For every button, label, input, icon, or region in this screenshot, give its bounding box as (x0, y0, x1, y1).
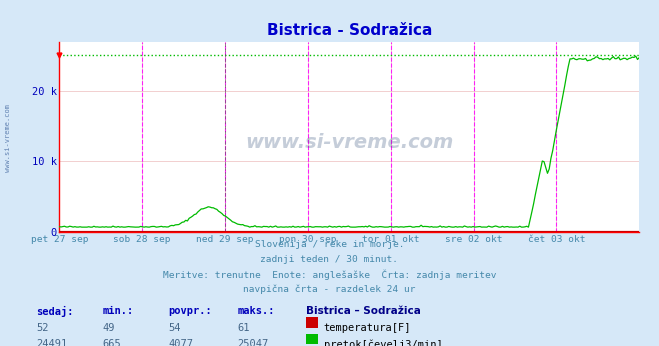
Text: www.si-vreme.com: www.si-vreme.com (5, 104, 11, 172)
Text: zadnji teden / 30 minut.: zadnji teden / 30 minut. (260, 255, 399, 264)
Text: 665: 665 (102, 339, 121, 346)
Text: www.si-vreme.com: www.si-vreme.com (245, 133, 453, 152)
Text: povpr.:: povpr.: (168, 306, 212, 316)
Text: 54: 54 (168, 323, 181, 333)
Text: 4077: 4077 (168, 339, 193, 346)
Text: sedaj:: sedaj: (36, 306, 74, 317)
Text: Meritve: trenutne  Enote: anglešaške  Črta: zadnja meritev: Meritve: trenutne Enote: anglešaške Črta… (163, 270, 496, 280)
Text: navpična črta - razdelek 24 ur: navpična črta - razdelek 24 ur (243, 284, 416, 293)
Text: Bistrica – Sodražica: Bistrica – Sodražica (306, 306, 421, 316)
Text: maks.:: maks.: (237, 306, 275, 316)
Title: Bistrica - Sodražica: Bistrica - Sodražica (267, 22, 432, 38)
Text: min.:: min.: (102, 306, 133, 316)
Text: 25047: 25047 (237, 339, 268, 346)
Text: pretok[čevelj3/min]: pretok[čevelj3/min] (324, 339, 442, 346)
Text: temperatura[F]: temperatura[F] (324, 323, 411, 333)
Text: 49: 49 (102, 323, 115, 333)
Text: Slovenija / reke in morje.: Slovenija / reke in morje. (255, 240, 404, 249)
Text: 61: 61 (237, 323, 250, 333)
Text: 24491: 24491 (36, 339, 67, 346)
Text: 52: 52 (36, 323, 49, 333)
